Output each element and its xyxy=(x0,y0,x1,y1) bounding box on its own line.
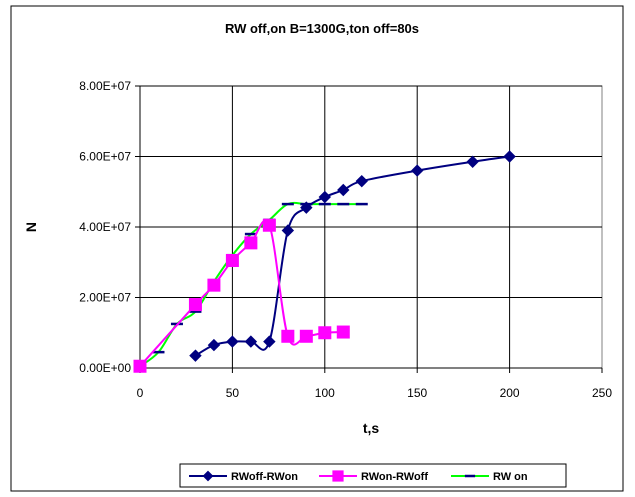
legend-label: RW on xyxy=(493,471,528,483)
data-point xyxy=(244,236,258,250)
data-point xyxy=(410,164,424,177)
data-point xyxy=(503,150,516,163)
series-layer xyxy=(133,150,516,373)
data-point xyxy=(226,335,239,348)
series-rwon-rwoff xyxy=(133,218,350,373)
chart-title: RW off,on B=1300G,ton off=80s xyxy=(225,21,419,36)
data-point xyxy=(466,155,479,168)
legend-entry: RWoff-RWon xyxy=(189,470,298,483)
data-point xyxy=(263,335,276,348)
data-point xyxy=(281,224,295,237)
data-point xyxy=(133,359,147,373)
legend-swatch-marker xyxy=(332,470,344,482)
data-point xyxy=(299,329,313,343)
legend-entry: RWon-RWoff xyxy=(319,470,428,483)
x-tick-label: 200 xyxy=(500,386,520,400)
x-tick-label: 0 xyxy=(137,386,144,400)
legend-label: RWoff-RWon xyxy=(231,471,298,483)
y-tick-label: 6.00E+07 xyxy=(79,150,131,164)
x-tick-label: 150 xyxy=(407,386,427,400)
data-point xyxy=(244,335,258,348)
data-point xyxy=(300,201,313,214)
axes: 0 50 100 150 200 250 0.00E+00 2.00E+07 4.00E+07 6… xyxy=(79,79,612,400)
data-point xyxy=(318,190,332,204)
data-point xyxy=(225,253,239,267)
grid-lines xyxy=(140,85,602,368)
x-tick-label: 250 xyxy=(592,386,612,400)
y-tick-label: 4.00E+07 xyxy=(79,220,131,234)
x-tick-label: 50 xyxy=(226,386,240,400)
data-point xyxy=(207,338,221,352)
y-axis-title: N xyxy=(23,222,39,232)
legend-box xyxy=(179,463,567,488)
x-tick-label: 100 xyxy=(315,386,335,400)
data-point xyxy=(262,218,276,232)
legend-label: RWon-RWoff xyxy=(361,471,428,483)
y-tick-label: 2.00E+07 xyxy=(79,291,131,305)
data-point xyxy=(189,349,202,362)
data-point xyxy=(336,325,350,339)
data-point xyxy=(188,298,202,312)
series-rwoff-rwon xyxy=(189,150,516,362)
legend: RWoff-RWon RWon-RWoff RW on xyxy=(189,470,528,483)
legend-swatch-marker xyxy=(202,470,214,482)
series-line xyxy=(139,219,344,367)
x-axis-title: t,s xyxy=(363,420,380,436)
data-point xyxy=(281,329,295,343)
data-point xyxy=(207,278,221,292)
y-tick-label: 8.00E+07 xyxy=(79,79,131,93)
data-point xyxy=(318,326,332,340)
y-tick-label: 0.00E+00 xyxy=(79,361,131,375)
data-point xyxy=(337,183,350,197)
legend-entry: RW on xyxy=(451,471,528,483)
data-point xyxy=(355,174,368,188)
